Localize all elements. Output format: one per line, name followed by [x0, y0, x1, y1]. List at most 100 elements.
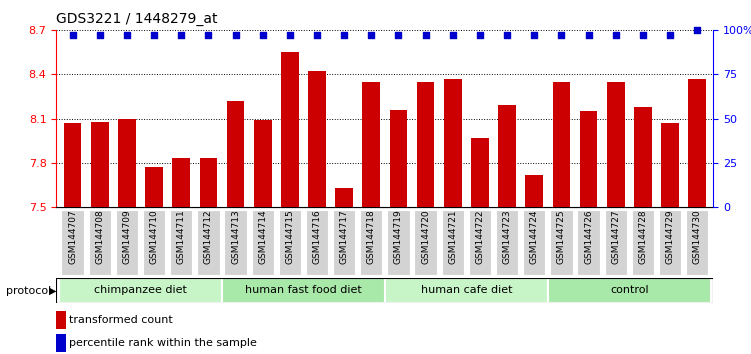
Text: GSM144709: GSM144709	[122, 209, 131, 264]
Bar	[553, 82, 570, 207]
Point	[393, 33, 405, 38]
Bar	[227, 101, 244, 207]
Bar	[56, 311, 66, 329]
Bar	[661, 123, 679, 207]
FancyBboxPatch shape	[333, 210, 355, 275]
Point	[67, 33, 79, 38]
FancyBboxPatch shape	[225, 210, 246, 275]
FancyBboxPatch shape	[89, 210, 111, 275]
Bar	[200, 159, 217, 207]
Point	[583, 33, 595, 38]
Text: human fast food diet: human fast food diet	[245, 285, 362, 295]
FancyBboxPatch shape	[143, 210, 165, 275]
Bar	[91, 121, 109, 207]
Text: GSM144730: GSM144730	[692, 209, 701, 264]
Text: GSM144713: GSM144713	[231, 209, 240, 264]
Text: GSM144716: GSM144716	[312, 209, 321, 264]
Bar	[498, 105, 516, 207]
Bar	[689, 79, 706, 207]
Bar	[118, 119, 136, 207]
Point	[202, 33, 214, 38]
Point	[556, 33, 568, 38]
Text: GSM144727: GSM144727	[611, 209, 620, 264]
FancyBboxPatch shape	[360, 210, 382, 275]
Bar	[56, 334, 66, 352]
FancyBboxPatch shape	[605, 210, 627, 275]
Bar	[64, 123, 81, 207]
Text: human cafe diet: human cafe diet	[421, 285, 512, 295]
Text: percentile rank within the sample: percentile rank within the sample	[70, 338, 258, 348]
Text: GSM144724: GSM144724	[529, 209, 538, 264]
Bar	[471, 138, 489, 207]
Point	[528, 33, 540, 38]
Text: GSM144721: GSM144721	[448, 209, 457, 264]
Text: GSM144714: GSM144714	[258, 209, 267, 264]
Text: chimpanzee diet: chimpanzee diet	[94, 285, 187, 295]
Point	[338, 33, 350, 38]
Point	[284, 33, 296, 38]
Bar	[607, 82, 625, 207]
Bar	[254, 120, 272, 207]
Bar	[363, 82, 380, 207]
FancyBboxPatch shape	[198, 210, 219, 275]
Point	[257, 33, 269, 38]
Bar	[634, 107, 652, 207]
Text: GSM144719: GSM144719	[394, 209, 403, 264]
FancyBboxPatch shape	[496, 210, 518, 275]
Point	[94, 33, 106, 38]
Bar	[173, 159, 190, 207]
Point	[175, 33, 187, 38]
Point	[230, 33, 242, 38]
FancyBboxPatch shape	[442, 210, 464, 275]
Text: GSM144728: GSM144728	[638, 209, 647, 264]
Point	[311, 33, 323, 38]
Text: transformed count: transformed count	[70, 315, 173, 325]
Text: GSM144720: GSM144720	[421, 209, 430, 264]
Point	[664, 33, 676, 38]
Text: GDS3221 / 1448279_at: GDS3221 / 1448279_at	[56, 12, 218, 26]
Text: GSM144725: GSM144725	[557, 209, 566, 264]
Text: GSM144715: GSM144715	[285, 209, 294, 264]
Bar	[417, 82, 434, 207]
Bar	[281, 52, 299, 207]
Bar	[308, 72, 326, 207]
Text: protocol: protocol	[6, 286, 51, 296]
FancyBboxPatch shape	[578, 210, 600, 275]
Text: GSM144711: GSM144711	[176, 209, 185, 264]
Text: GSM144729: GSM144729	[665, 209, 674, 264]
Text: GSM144722: GSM144722	[475, 209, 484, 264]
Text: ▶: ▶	[49, 286, 56, 296]
FancyBboxPatch shape	[62, 210, 84, 275]
Text: GSM144708: GSM144708	[95, 209, 104, 264]
Bar	[580, 111, 597, 207]
Text: GSM144717: GSM144717	[339, 209, 348, 264]
FancyBboxPatch shape	[222, 278, 385, 303]
Text: GSM144726: GSM144726	[584, 209, 593, 264]
FancyBboxPatch shape	[415, 210, 437, 275]
FancyBboxPatch shape	[632, 210, 654, 275]
Point	[501, 33, 513, 38]
Text: GSM144712: GSM144712	[204, 209, 213, 264]
Point	[121, 33, 133, 38]
Point	[365, 33, 377, 38]
Point	[148, 33, 160, 38]
Bar	[444, 79, 462, 207]
FancyBboxPatch shape	[279, 210, 301, 275]
FancyBboxPatch shape	[547, 278, 710, 303]
FancyBboxPatch shape	[116, 210, 138, 275]
Text: GSM144718: GSM144718	[366, 209, 376, 264]
FancyBboxPatch shape	[686, 210, 708, 275]
Text: GSM144710: GSM144710	[149, 209, 158, 264]
FancyBboxPatch shape	[388, 210, 409, 275]
FancyBboxPatch shape	[659, 210, 681, 275]
FancyBboxPatch shape	[170, 210, 192, 275]
FancyBboxPatch shape	[306, 210, 328, 275]
Bar	[145, 167, 163, 207]
Point	[637, 33, 649, 38]
FancyBboxPatch shape	[59, 278, 222, 303]
Bar	[336, 188, 353, 207]
FancyBboxPatch shape	[550, 210, 572, 275]
Bar	[526, 175, 543, 207]
Text: GSM144723: GSM144723	[502, 209, 511, 264]
FancyBboxPatch shape	[385, 278, 547, 303]
